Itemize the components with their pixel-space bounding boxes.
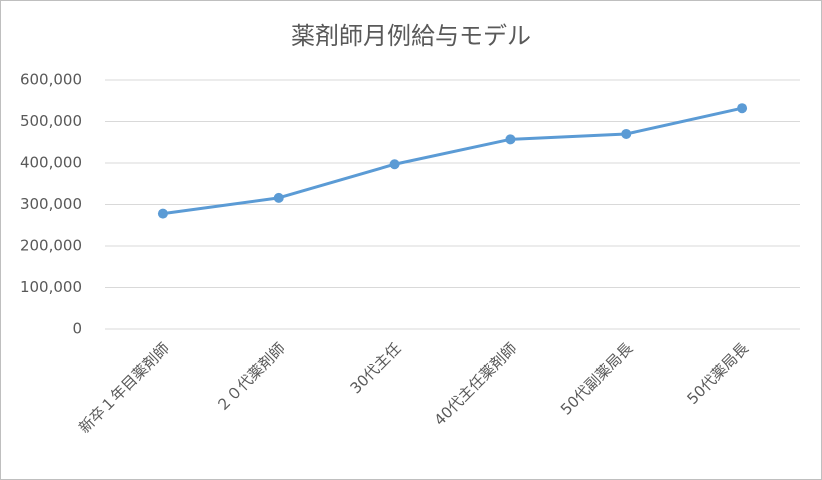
marker [737, 103, 748, 114]
marker [505, 134, 516, 145]
y-tick-label: 200,000 [20, 237, 82, 255]
y-tick-label: 300,000 [20, 195, 82, 213]
marker [157, 208, 168, 219]
y-tick-label: 100,000 [20, 278, 82, 296]
y-tick-label: 0 [72, 320, 82, 338]
marker [389, 159, 400, 170]
marker [621, 128, 632, 139]
y-tick-label: 400,000 [20, 154, 82, 172]
marker [273, 192, 284, 203]
y-tick-label: 600,000 [20, 71, 82, 89]
y-tick-label: 500,000 [20, 112, 82, 130]
line [162, 106, 743, 216]
chart-title: 薬剤師月例給与モデル [291, 22, 531, 50]
